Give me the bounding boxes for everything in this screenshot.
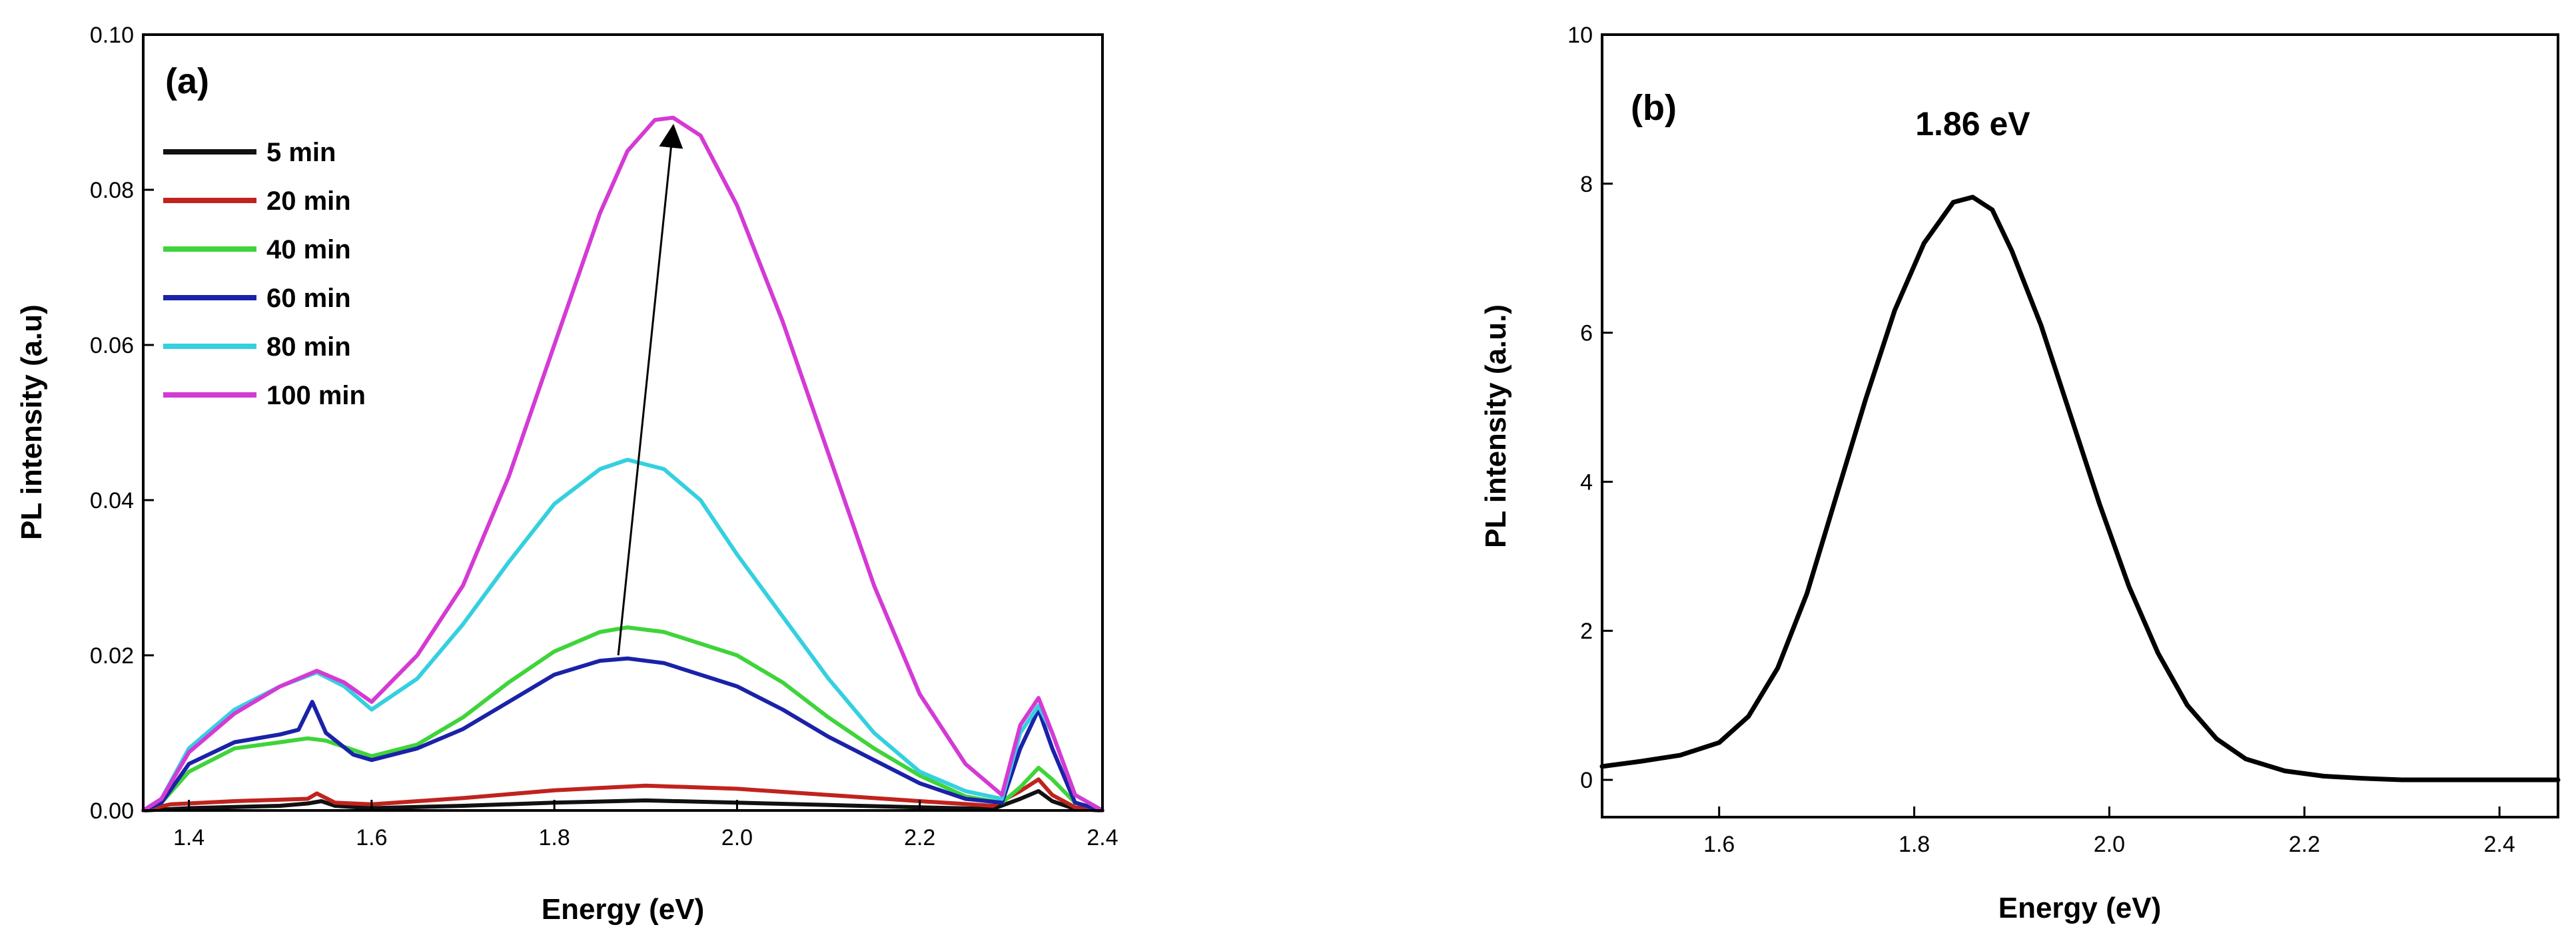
y-tick-label-a-5: 0.10 (90, 23, 134, 48)
series-line-b-0 (1599, 194, 2561, 782)
y-ticks-a: 0.00 0.02 0.04 0.06 0.08 0.10 (90, 23, 154, 824)
legend-label-2: 40 min (266, 235, 351, 264)
x-tick-label-a-4: 2.2 (904, 825, 935, 850)
x-tick-label-a-3: 2.0 (721, 825, 753, 850)
x-tick-label-a-1: 1.6 (356, 825, 387, 850)
chart-panel-a: 1.4 1.6 1.8 2.0 2.2 2.4 0.000.020.040.060.080… (15, 23, 1118, 926)
x-tick-label-b-3: 2.2 (2289, 832, 2320, 857)
x-axis-label-b: Energy (eV) (1998, 892, 2162, 924)
x-axis-label-a: Energy (eV) (542, 893, 705, 926)
y-axis-label-b: PL intensity (a.u.) (1480, 304, 1512, 548)
plot-frame-b (1601, 33, 2559, 818)
series-line-a-1 (141, 777, 1104, 812)
x-tick-label-b-1: 1.8 (1899, 832, 1930, 857)
y-tick-label-b-2: 4 (1580, 470, 1593, 495)
x-tick-label-a-5: 2.4 (1086, 825, 1118, 850)
x-tick-label-a-2: 1.8 (539, 825, 570, 850)
series-line-a-5 (141, 115, 1104, 812)
series-line-a-3 (141, 656, 1104, 812)
series-group-a (141, 115, 1104, 812)
y-tick-label-b-1: 2 (1580, 619, 1593, 644)
chart-panel-b: 1.6 1.8 2.0 2.2 2.4 0 2 4 6 8 10 (b) 1.86 eV Ener… (1480, 23, 2561, 924)
legend-label-3: 60 min (266, 284, 351, 313)
y-ticks-b: 0 2 4 6 8 10 (1567, 23, 1613, 793)
legend-label-0: 5 min (266, 138, 336, 167)
y-tick-label-a-1: 0.02 (90, 643, 134, 669)
legend-label-5: 100 min (266, 381, 366, 410)
y-axis-label-a: PL intensity (a.u) (15, 304, 48, 540)
series-line-a-4 (141, 458, 1104, 812)
peak-annotation-b: 1.86 eV (1915, 105, 2030, 143)
series-line-a-0 (141, 788, 1104, 812)
y-tick-label-a-3: 0.06 (90, 333, 134, 358)
legend-a: 5 min 20 min 40 min 60 min 80 min 100 min (163, 138, 366, 410)
x-tick-label-b-4: 2.4 (2484, 832, 2515, 857)
arrow-annotation-a (617, 123, 683, 656)
y-tick-label-b-3: 6 (1580, 321, 1593, 346)
y-tick-label-a-0: 0.00 (90, 798, 134, 824)
plot-frame-a (142, 33, 1104, 812)
y-tick-label-a-2: 0.04 (90, 488, 134, 513)
x-ticks-a: 1.4 1.6 1.8 2.0 2.2 2.4 (173, 800, 1118, 850)
x-tick-label-b-2: 2.0 (2094, 832, 2125, 857)
x-tick-label-a-0: 1.4 (173, 825, 205, 850)
series-group-b (1599, 194, 2561, 782)
y-tick-label-b-0: 0 (1580, 768, 1593, 793)
y-tick-label-b-4: 8 (1580, 172, 1593, 197)
y-tick-label-b-5: 10 (1567, 23, 1593, 48)
series-line-a-2 (141, 625, 1104, 812)
legend-label-4: 80 min (266, 332, 351, 362)
panel-label-a: (a) (165, 61, 209, 101)
y-tick-label-a-4: 0.08 (90, 178, 134, 203)
panel-label-b: (b) (1631, 88, 1677, 128)
legend-label-1: 20 min (266, 186, 351, 216)
x-tick-label-b-0: 1.6 (1703, 832, 1735, 857)
x-ticks-b: 1.6 1.8 2.0 2.2 2.4 (1703, 806, 2515, 857)
